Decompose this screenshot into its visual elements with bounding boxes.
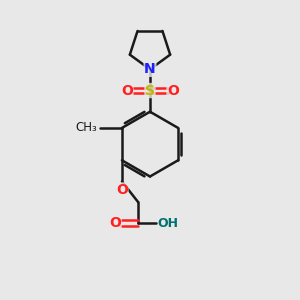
Text: O: O <box>116 183 128 197</box>
Text: O: O <box>167 83 179 98</box>
Text: S: S <box>145 83 155 98</box>
Text: CH₃: CH₃ <box>76 122 98 134</box>
Text: N: N <box>144 62 156 76</box>
Text: O: O <box>109 216 121 230</box>
Text: O: O <box>121 83 133 98</box>
Text: OH: OH <box>157 217 178 230</box>
